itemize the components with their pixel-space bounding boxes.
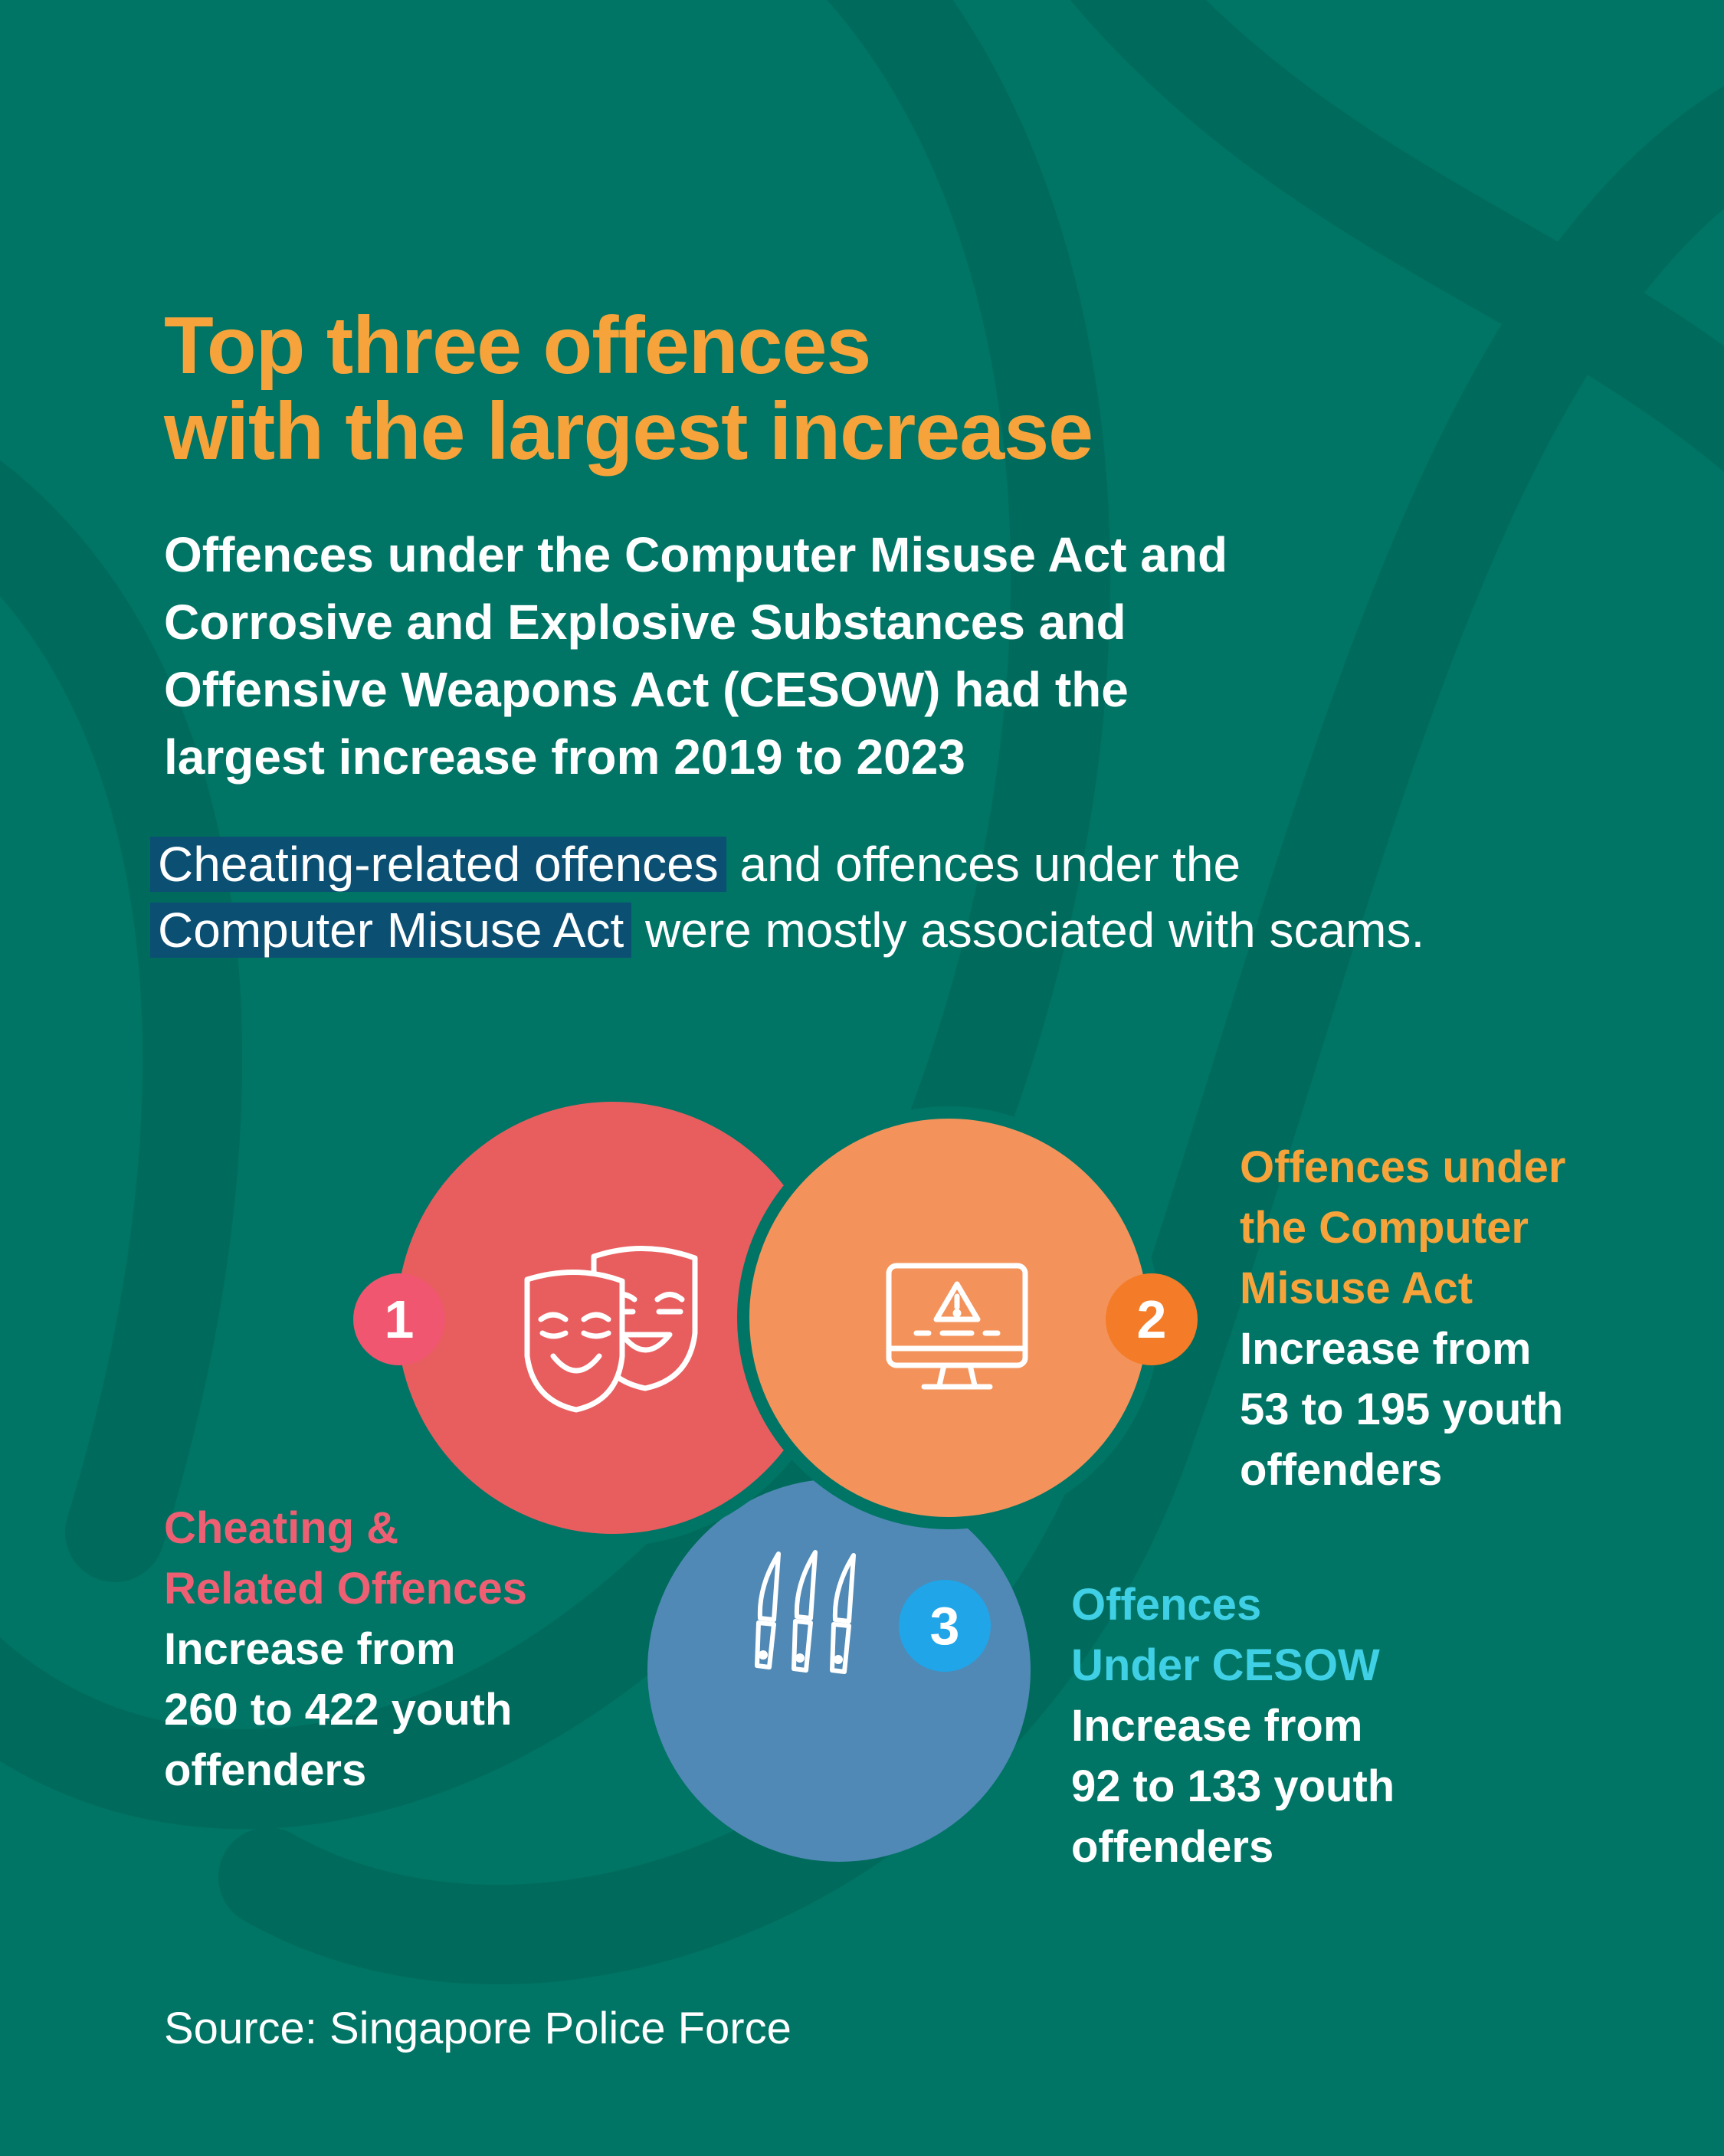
offence-name-line: Under CESOW <box>1071 1640 1380 1690</box>
page-title: Top three offences with the largest incr… <box>164 303 1093 474</box>
scam-note: Cheating-related offences and offences u… <box>150 831 1644 963</box>
offence-stat-line: offenders <box>1071 1822 1274 1872</box>
offence-name-line: Misuse Act <box>1240 1263 1473 1313</box>
offence-label-computer-misuse: Offences under the Computer Misuse Act I… <box>1240 1137 1669 1500</box>
offence-name-line: Offences under <box>1240 1142 1566 1192</box>
summary-line: Corrosive and Explosive Substances and <box>164 595 1126 650</box>
offence-stat-line: Increase from <box>1071 1701 1363 1751</box>
summary-line: largest increase from 2019 to 2023 <box>164 729 965 785</box>
offence-stat-line: offenders <box>1240 1445 1443 1495</box>
offence-name-line: Cheating & <box>164 1503 399 1553</box>
offence-label-cheating: Cheating & Related Offences Increase fro… <box>164 1498 654 1800</box>
rank-badge-1: 1 <box>353 1273 445 1365</box>
title-line: Top three offences <box>164 300 871 391</box>
summary-line: Offences under the Computer Misuse Act a… <box>164 527 1228 582</box>
offence-stat-line: offenders <box>164 1745 367 1795</box>
note-text: and offences under the <box>726 837 1241 892</box>
highlight-computer-misuse: Computer Misuse Act <box>150 903 632 958</box>
offence-label-cesow: Offences Under CESOW Increase from 92 to… <box>1071 1574 1500 1877</box>
source-credit: Source: Singapore Police Force <box>164 2004 792 2053</box>
offence-stat-line: 260 to 422 youth <box>164 1685 513 1735</box>
title-line: with the largest increase <box>164 386 1093 477</box>
rank-badge-2: 2 <box>1106 1273 1198 1365</box>
offence-stat-line: 53 to 195 youth <box>1240 1384 1564 1434</box>
offence-stat-line: Increase from <box>1240 1324 1532 1374</box>
computer-warning-icon <box>886 1263 1028 1390</box>
note-text: were mostly associated with scams. <box>631 903 1425 958</box>
offence-stat-line: 92 to 133 youth <box>1071 1761 1395 1811</box>
offence-name-line: the Computer <box>1240 1203 1529 1253</box>
summary-line: Offensive Weapons Act (CESOW) had the <box>164 662 1129 717</box>
knives-icon <box>755 1550 856 1674</box>
offence-name-line: Offences <box>1071 1580 1262 1630</box>
summary-text: Offences under the Computer Misuse Act a… <box>164 521 1467 791</box>
offence-name-line: Related Offences <box>164 1564 527 1614</box>
rank-badge-3: 3 <box>899 1580 991 1672</box>
theatre-masks-icon <box>524 1246 698 1413</box>
highlight-cheating: Cheating-related offences <box>150 837 726 892</box>
offence-stat-line: Increase from <box>164 1624 456 1674</box>
